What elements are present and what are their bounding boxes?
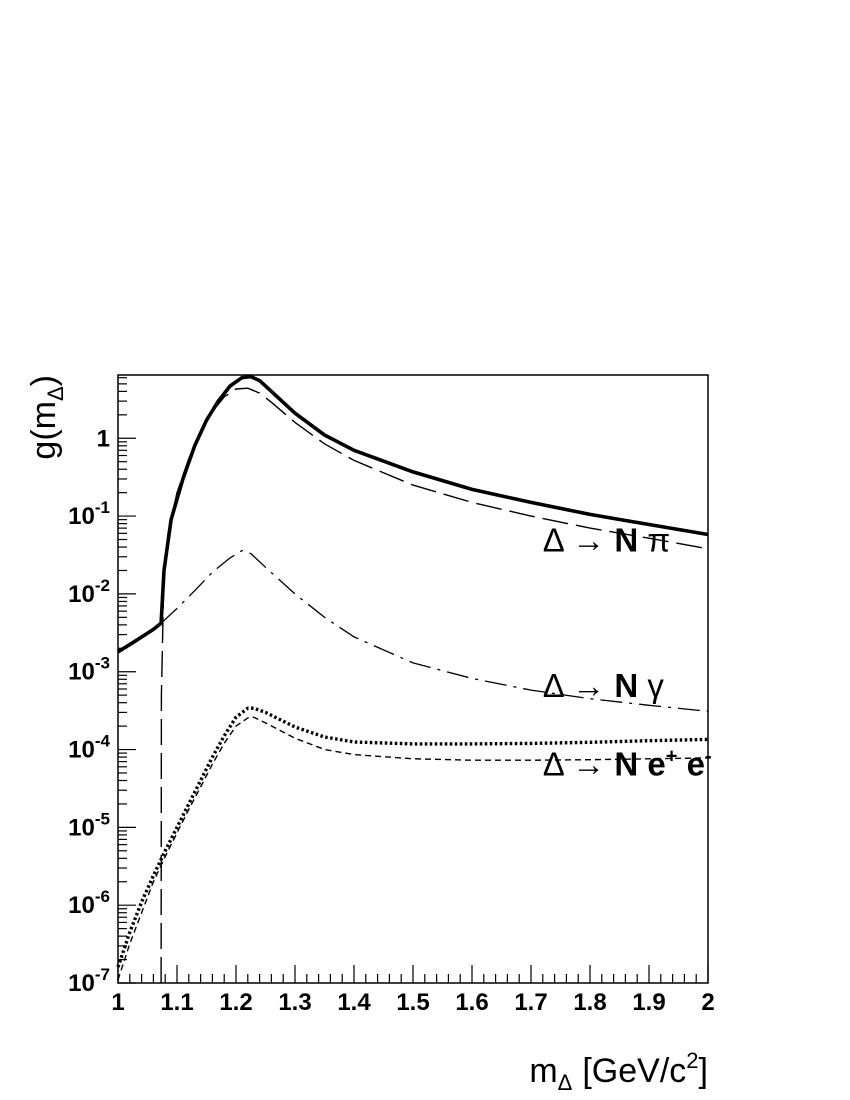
series-line-short-dash: [117, 716, 709, 981]
y-tick-label-base: 10: [68, 737, 95, 764]
x-tick-label: 1.6: [455, 989, 488, 1016]
x-tick-label: 1.3: [278, 989, 311, 1016]
y-axis-title-sub: Δ: [43, 386, 68, 401]
x-tick-label: 1.5: [396, 989, 429, 1016]
y-tick-label-base: 10: [68, 892, 95, 919]
y-axis-title-base: g(m: [25, 401, 63, 460]
y-tick-label: 1: [97, 425, 110, 452]
annotation-part: Δ →: [543, 667, 615, 704]
x-axis-title: mΔ [GeV/c2]: [529, 1048, 708, 1095]
x-tick-label: 1: [111, 989, 124, 1016]
series-line-dotted: [116, 706, 709, 968]
annotation-part: π: [638, 522, 670, 559]
annotation-label: Δ → N e+ e-: [543, 746, 712, 783]
y-tick-label-exp: -5: [95, 809, 110, 828]
annotation-label: Δ → N π: [543, 522, 670, 559]
y-tick-label: 10-3: [68, 654, 110, 686]
y-tick-label-exp: -6: [95, 887, 110, 906]
x-tick-label: 1.4: [337, 989, 371, 1016]
y-tick-label-exp: -7: [95, 965, 110, 984]
annotation-part: +: [666, 746, 678, 768]
x-axis-title-unit-sup: 2: [686, 1048, 698, 1073]
y-tick-label-base: 1: [97, 425, 110, 452]
annotation-label: Δ → N γ: [543, 667, 665, 704]
y-tick-label-base: 10: [68, 659, 95, 686]
x-axis-title-sub: Δ: [558, 1070, 573, 1095]
y-axis-title-suffix: ): [25, 375, 63, 386]
x-tick-label: 1.8: [573, 989, 606, 1016]
y-tick-label: 10-5: [68, 809, 110, 841]
y-tick-label: 10-4: [68, 732, 110, 764]
y-tick-label: 10-6: [68, 887, 110, 919]
annotation-part: N e: [614, 746, 665, 783]
x-tick-label: 1.1: [160, 989, 193, 1016]
y-tick-label-base: 10: [68, 503, 95, 530]
annotation-part: N: [614, 522, 638, 559]
x-tick-labels: 1 1.1 1.2 1.3 1.4 1.5 1.6 1.7 1.8 1.9 2: [111, 989, 714, 1016]
x-tick-label: 1.2: [219, 989, 252, 1016]
series-layer: [116, 374, 709, 984]
y-tick-labels: 10-710-610-510-410-310-210-11: [68, 425, 110, 997]
axis-ticks: [117, 377, 709, 984]
y-tick-label-exp: -2: [95, 576, 110, 595]
x-axis-title-base: m: [529, 1052, 557, 1090]
x-axis-title-unit: [GeV/c: [582, 1052, 686, 1090]
plot-area: [116, 374, 709, 984]
y-tick-label: 10-1: [68, 498, 110, 530]
y-tick-label-base: 10: [68, 970, 95, 997]
y-tick-label-base: 10: [68, 814, 95, 841]
annotation-part: Δ →: [543, 522, 615, 559]
y-tick-label-exp: -4: [95, 732, 111, 751]
annotation-part: -: [705, 746, 712, 768]
annotation-part: e: [677, 746, 705, 783]
x-axis-title-unit-suffix: ]: [699, 1052, 708, 1090]
series-line-long-dash: [160, 387, 709, 984]
x-tick-label: 1.7: [514, 989, 547, 1016]
y-axis-title: g(mΔ): [25, 375, 68, 460]
annotation-part: γ: [638, 667, 664, 704]
y-tick-label-base: 10: [68, 581, 95, 608]
x-tick-label: 2: [701, 989, 714, 1016]
y-tick-label-exp: -1: [95, 498, 110, 517]
y-tick-label: 10-2: [68, 576, 110, 608]
annotation-part: Δ →: [543, 746, 615, 783]
annotation-part: N: [614, 667, 638, 704]
series-line-solid-thick: [117, 374, 709, 654]
y-tick-label: 10-7: [68, 965, 110, 997]
annotations: Δ → N πΔ → N γΔ → N e+ e-: [543, 522, 712, 783]
x-tick-label: 1.9: [632, 989, 665, 1016]
y-tick-label-exp: -3: [95, 654, 110, 673]
